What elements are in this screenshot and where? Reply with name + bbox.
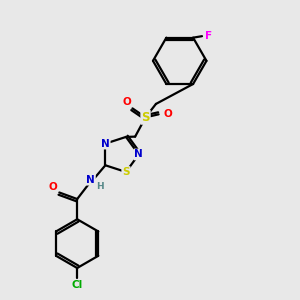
Text: F: F bbox=[205, 31, 212, 41]
Text: N: N bbox=[86, 175, 95, 185]
Text: O: O bbox=[48, 182, 57, 192]
Text: S: S bbox=[122, 167, 130, 177]
Text: Cl: Cl bbox=[72, 280, 83, 290]
Text: O: O bbox=[163, 109, 172, 119]
Text: H: H bbox=[97, 182, 104, 191]
Text: O: O bbox=[122, 97, 131, 106]
Text: N: N bbox=[134, 149, 143, 160]
Text: S: S bbox=[141, 111, 150, 124]
Text: N: N bbox=[101, 139, 110, 148]
